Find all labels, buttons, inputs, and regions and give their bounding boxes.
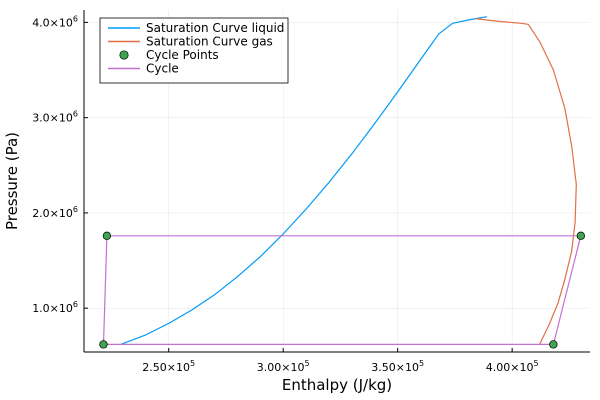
legend-label: Cycle Points	[146, 48, 219, 62]
plot-area	[99, 16, 585, 349]
x-tick-label: 3.50×105	[371, 359, 424, 374]
x-axis-title: Enthalpy (J/kg)	[282, 376, 392, 394]
cycle-point	[549, 340, 558, 349]
y-tick-label: 3.0×106	[32, 110, 78, 125]
series-line-0	[120, 16, 488, 345]
legend-marker	[119, 50, 129, 60]
cycle-point	[102, 231, 112, 240]
series-line-1	[475, 18, 577, 345]
series-line-3	[102, 235, 582, 345]
x-tick-label: 4.00×105	[486, 359, 539, 374]
y-tick-label: 2.0×106	[32, 205, 78, 220]
ticks: 2.50×105 3.00×105 3.50×105 4.00×105 1.0×106 2…	[32, 14, 538, 374]
x-tick-label: 2.50×105	[142, 359, 195, 374]
y-axis-title: Pressure (Pa)	[3, 132, 21, 230]
y-tick-label: 4.0×106	[32, 14, 78, 29]
legend-label: Saturation Curve liquid	[146, 21, 284, 35]
cycle-point	[99, 340, 108, 349]
legend-label: Saturation Curve gas	[146, 35, 273, 49]
legend-label: Cycle	[146, 62, 179, 76]
legend-box	[99, 17, 289, 84]
cycle-point	[576, 231, 585, 240]
y-tick-label: 1.0×106	[32, 300, 78, 315]
x-tick-label: 3.00×105	[257, 359, 310, 374]
